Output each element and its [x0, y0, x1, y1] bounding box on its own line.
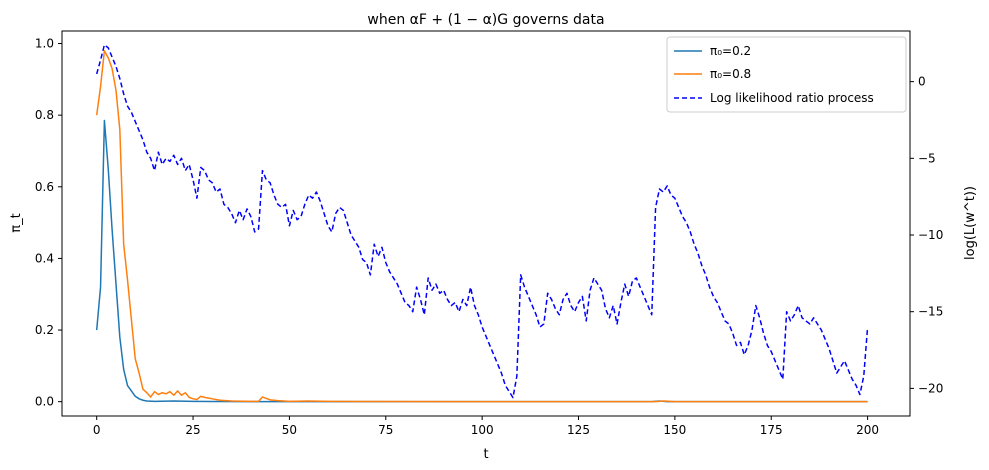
series-line-2	[95, 49, 868, 403]
chart-title: when αF + (1 − α)G governs data	[367, 12, 604, 28]
y-left-tick-label: 0.4	[35, 251, 54, 265]
x-tick-label: 200	[856, 423, 879, 437]
x-axis-label: t	[483, 447, 488, 462]
x-tick-label: 150	[663, 423, 686, 437]
x-tick-label: 100	[471, 423, 494, 437]
y-axis-right: 0 −5 −10 −15 −20	[910, 75, 943, 395]
x-tick-label: 25	[185, 423, 200, 437]
legend-label: π₀=0.2	[710, 44, 751, 58]
y-left-tick-label: 0.0	[35, 395, 54, 409]
y-left-tick-label: 0.2	[35, 323, 54, 337]
x-tick-label: 125	[567, 423, 590, 437]
series-line-3	[95, 44, 869, 399]
y-axis-left: 0.0 0.2 0.4 0.6 0.8 1.0	[35, 37, 62, 409]
x-axis: 0 25 50 75 100 125 150 175 200	[93, 416, 879, 437]
legend-entry: π₀=0.8	[674, 67, 751, 81]
x-tick-label: 50	[282, 423, 297, 437]
y-left-tick-label: 0.6	[35, 180, 54, 194]
y-right-tick-label: −5	[918, 151, 936, 165]
y-right-tick-label: 0	[918, 75, 926, 89]
x-tick-label: 175	[760, 423, 783, 437]
legend-box	[666, 36, 907, 113]
legend: π₀=0.2 π₀=0.8 Log likelihood ratio proce…	[666, 36, 907, 113]
y-left-tick-label: 1.0	[35, 37, 54, 51]
legend-entry: π₀=0.2	[674, 44, 751, 58]
plot-frame	[61, 30, 911, 417]
y-left-tick-label: 0.8	[35, 108, 54, 122]
y-right-tick-label: −15	[918, 305, 943, 319]
y-right-tick-label: −20	[918, 381, 943, 395]
y-axis-right-label: log(L(w^t))	[963, 186, 978, 260]
legend-entry: Log likelihood ratio process	[674, 91, 874, 105]
legend-label: π₀=0.8	[710, 67, 751, 81]
x-tick-label: 75	[378, 423, 393, 437]
x-tick-label: 0	[93, 423, 101, 437]
series-layer	[95, 44, 869, 403]
y-axis-left-label: π_t	[9, 213, 24, 232]
y-right-tick-label: −10	[918, 228, 943, 242]
legend-label: Log likelihood ratio process	[710, 91, 874, 105]
